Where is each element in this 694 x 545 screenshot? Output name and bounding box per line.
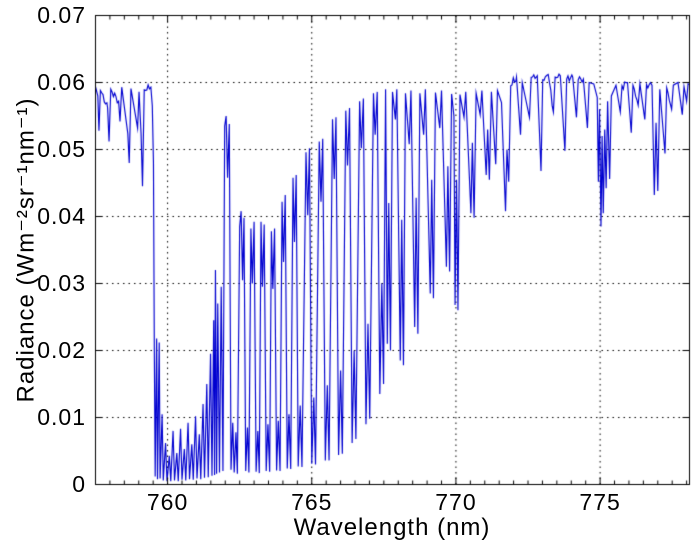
x-tick-label: 760 [146, 489, 189, 515]
x-tick-label: 770 [435, 489, 477, 515]
y-tick-label: 0 [72, 470, 86, 497]
x-tick-label: 765 [291, 489, 333, 515]
y-tick-label: 0.06 [37, 68, 86, 95]
x-axis-label: Wavelength (nm) [293, 514, 491, 541]
y-tick-label: 0.07 [37, 1, 86, 28]
y-tick-label: 0.04 [37, 202, 86, 229]
y-tick-label: 0.01 [37, 403, 86, 430]
y-tick-label: 0.02 [37, 336, 86, 363]
y-tick-label: 0.05 [37, 135, 86, 162]
y-tick-label: 0.03 [37, 269, 86, 296]
x-tick-label: 775 [579, 489, 621, 515]
